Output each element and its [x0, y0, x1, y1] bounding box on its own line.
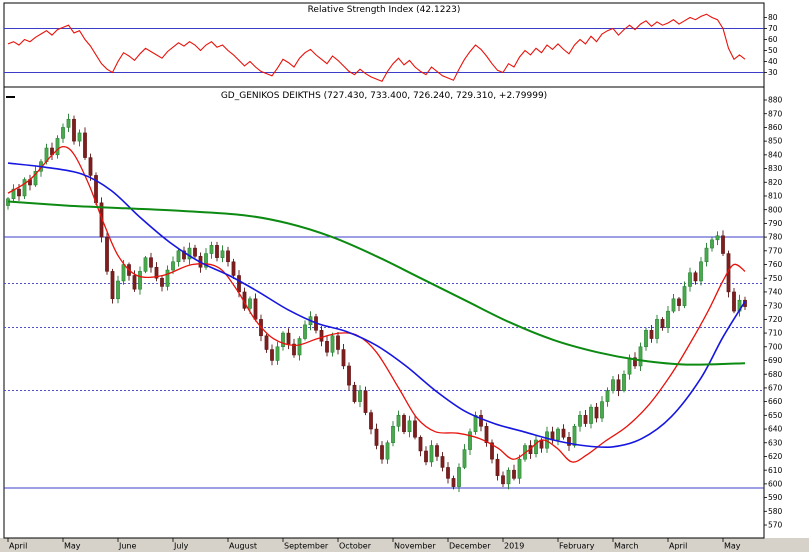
svg-text:November: November	[394, 542, 436, 551]
svg-text:70: 70	[768, 24, 778, 33]
svg-text:May: May	[724, 542, 741, 551]
svg-text:620: 620	[768, 452, 783, 461]
svg-text:December: December	[449, 542, 491, 551]
svg-text:800: 800	[768, 205, 783, 214]
time-axis-labels: April May June July August September October No…	[7, 538, 741, 551]
ma-long-line	[7, 200, 746, 366]
svg-text:600: 600	[768, 479, 783, 488]
svg-text:880: 880	[768, 96, 783, 105]
svg-text:October: October	[339, 542, 372, 551]
svg-text:760: 760	[768, 260, 783, 269]
svg-text:860: 860	[768, 123, 783, 132]
svg-text:60: 60	[768, 35, 778, 44]
svg-text:580: 580	[768, 507, 783, 516]
ma-medium-line	[7, 162, 746, 449]
svg-text:700: 700	[768, 342, 783, 351]
svg-text:30: 30	[768, 68, 778, 77]
svg-text:720: 720	[768, 315, 783, 324]
svg-text:March: March	[614, 542, 638, 551]
svg-text:650: 650	[768, 411, 783, 420]
ma-short-line	[7, 145, 746, 463]
svg-text:640: 640	[768, 425, 783, 434]
svg-text:690: 690	[768, 356, 783, 365]
svg-text:September: September	[284, 542, 329, 551]
svg-text:770: 770	[768, 246, 783, 255]
svg-text:February: February	[559, 542, 595, 551]
rsi-line-series	[7, 13, 746, 82]
svg-text:660: 660	[768, 397, 783, 406]
svg-text:740: 740	[768, 288, 783, 297]
svg-text:40: 40	[768, 57, 778, 66]
price-panel-frame	[3, 86, 765, 539]
svg-text:870: 870	[768, 109, 783, 118]
svg-text:July: July	[173, 542, 189, 551]
svg-text:750: 750	[768, 274, 783, 283]
svg-text:630: 630	[768, 438, 783, 447]
price-y-axis: 880 870 860 850 840 830 820 810 800 790 780 770 760 7…	[764, 96, 783, 530]
svg-text:680: 680	[768, 370, 783, 379]
svg-text:730: 730	[768, 301, 783, 310]
svg-text:780: 780	[768, 233, 783, 242]
rsi-panel-frame	[3, 2, 765, 88]
svg-text:April: April	[669, 542, 687, 551]
svg-text:May: May	[64, 542, 81, 551]
rsi-y-axis: 80 70 60 50 40 30	[764, 13, 778, 77]
svg-text:790: 790	[768, 219, 783, 228]
svg-text:50: 50	[768, 46, 778, 55]
svg-text:570: 570	[768, 521, 783, 530]
svg-text:670: 670	[768, 384, 783, 393]
svg-text:840: 840	[768, 150, 783, 159]
svg-text:810: 810	[768, 192, 783, 201]
time-axis-band	[0, 538, 809, 552]
svg-text:April: April	[9, 542, 27, 551]
svg-text:2019: 2019	[504, 542, 524, 551]
svg-text:610: 610	[768, 466, 783, 475]
panel-marker-dash	[6, 96, 15, 98]
svg-text:830: 830	[768, 164, 783, 173]
price-ref-lines	[4, 236, 764, 489]
candlestick-series	[6, 113, 747, 493]
svg-text:80: 80	[768, 13, 778, 22]
rsi-ref-lines	[4, 28, 764, 73]
svg-text:850: 850	[768, 137, 783, 146]
svg-text:June: June	[118, 542, 137, 551]
svg-text:590: 590	[768, 493, 783, 502]
svg-text:710: 710	[768, 329, 783, 338]
svg-text:August: August	[229, 542, 257, 551]
svg-text:820: 820	[768, 178, 783, 187]
